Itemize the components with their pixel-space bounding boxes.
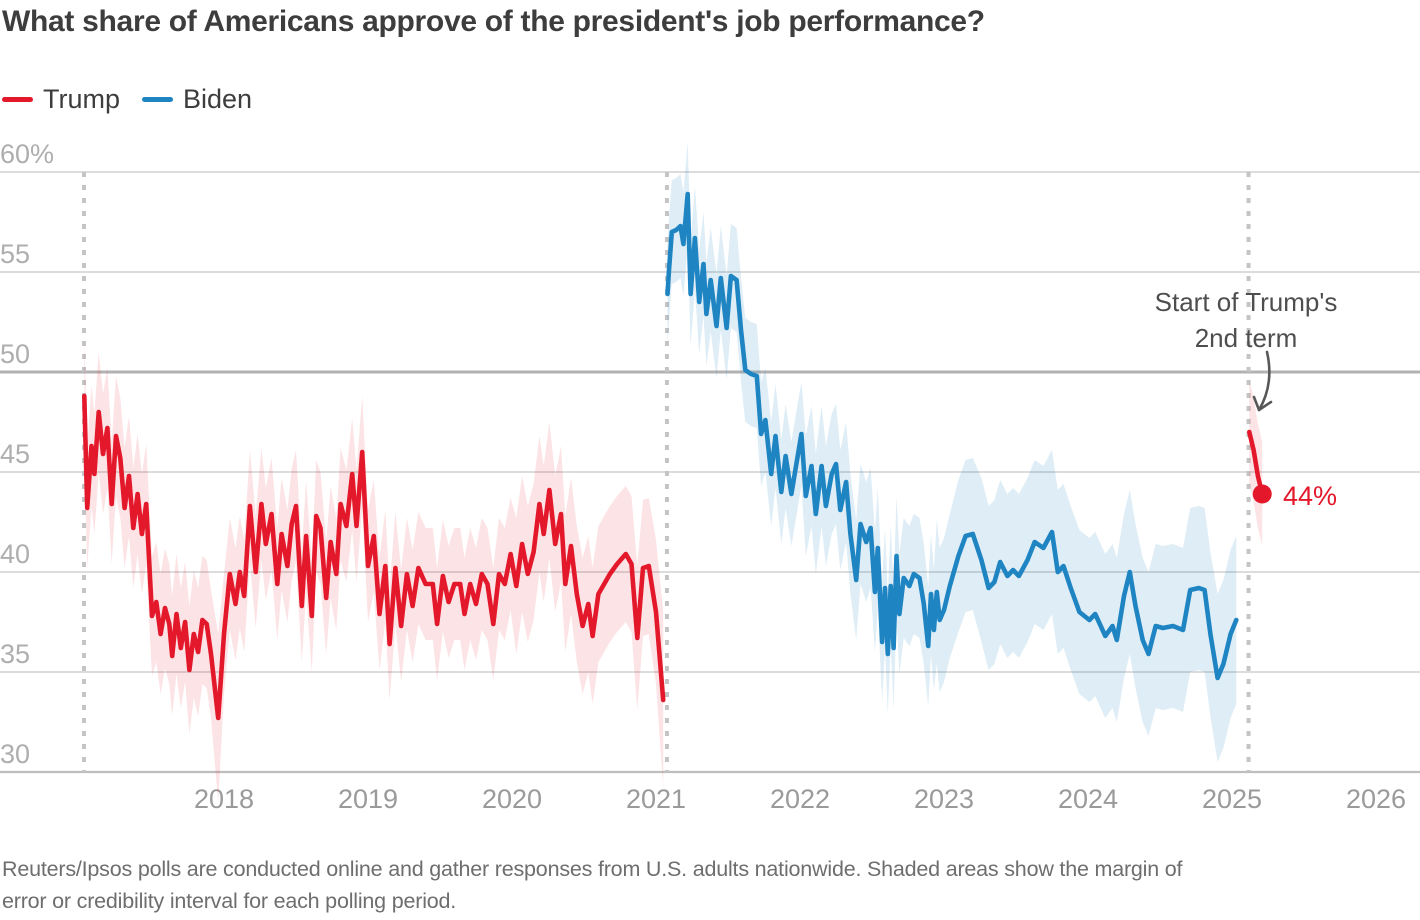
x-axis-label-2024: 2024 xyxy=(1058,784,1118,814)
y-axis-label-45: 45 xyxy=(0,439,30,469)
trump-1st-term-error-band xyxy=(84,336,664,802)
source-footnote: Reuters/Ipsos polls are conducted online… xyxy=(2,853,1412,917)
y-axis-label-30: 30 xyxy=(0,739,30,769)
x-axis-label-2021: 2021 xyxy=(626,784,686,814)
legend-label-trump: Trump xyxy=(43,84,121,114)
footnote-line-2: error or credibility interval for each p… xyxy=(2,889,457,913)
legend-item-trump: Trump xyxy=(2,84,120,115)
y-axis-label-50: 50 xyxy=(0,339,30,369)
annotation-arrow-icon xyxy=(1257,350,1271,412)
x-axis-label-2020: 2020 xyxy=(482,784,542,814)
trump-1st-term-line xyxy=(82,393,666,721)
annotation-line-2: 2nd term xyxy=(1194,323,1298,353)
y-axis-label-40: 40 xyxy=(0,539,30,569)
latest-value-label: 44% xyxy=(1283,481,1338,511)
x-axis-label-2018: 2018 xyxy=(194,784,254,814)
biden-line xyxy=(665,191,1239,681)
x-axis-label-2025: 2025 xyxy=(1202,784,1262,814)
y-axis-label-60: 60% xyxy=(0,139,54,169)
annotation-line-1: Start of Trump's xyxy=(1154,287,1338,317)
biden-line-swatch-icon xyxy=(142,97,174,102)
x-axis-label-2022: 2022 xyxy=(770,784,830,814)
legend-item-biden: Biden xyxy=(142,84,252,115)
annotation-arrowhead-icon xyxy=(1252,395,1273,412)
y-axis-label-35: 35 xyxy=(0,639,30,669)
chart-title: What share of Americans approve of the p… xyxy=(2,5,985,38)
legend: Trump Biden xyxy=(2,84,252,115)
footnote-line-1: Reuters/Ipsos polls are conducted online… xyxy=(2,857,1183,881)
x-axis-label-2023: 2023 xyxy=(914,784,974,814)
x-axis-label-2026: 2026 xyxy=(1346,784,1406,814)
trump-line-swatch-icon xyxy=(2,97,33,102)
biden-error-band xyxy=(667,142,1237,762)
y-axis-label-55: 55 xyxy=(0,239,30,269)
latest-value-dot xyxy=(1252,484,1272,504)
x-axis-label-2019: 2019 xyxy=(338,784,398,814)
legend-label-biden: Biden xyxy=(183,84,253,114)
annotation-trump-2nd-term: Start of Trump's 2nd term xyxy=(1136,284,1356,356)
